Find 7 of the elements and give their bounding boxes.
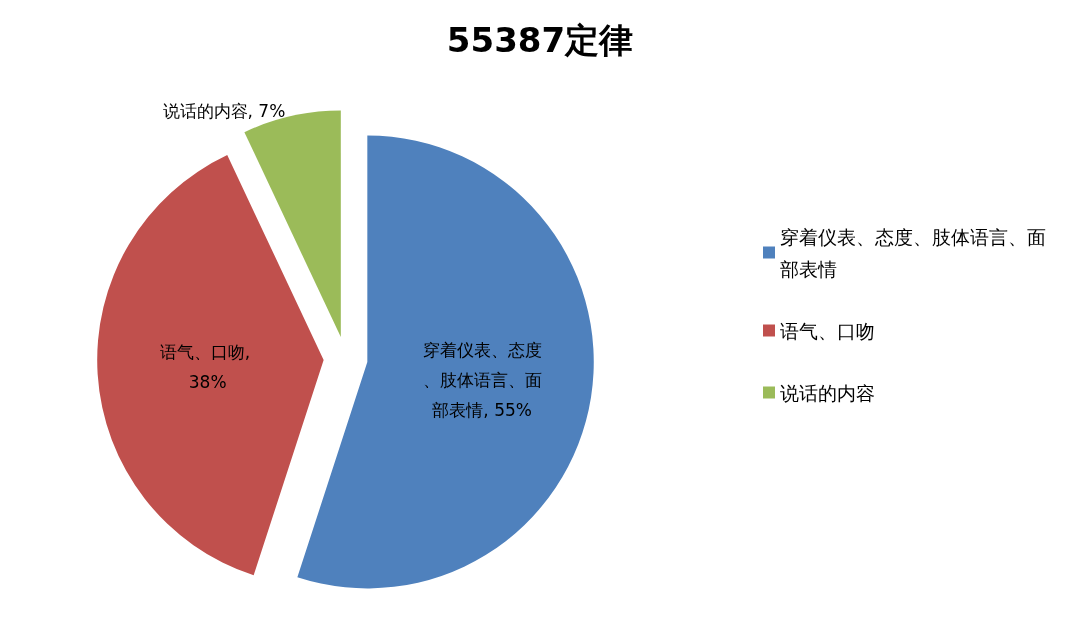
- chart-title: 55387定律: [446, 20, 634, 60]
- legend-label: 穿着仪表、态度、肢体语言、面部表情: [780, 225, 1046, 280]
- legend-label: 说话的内容: [780, 381, 875, 404]
- data-label: 语气、口吻, 38%: [159, 342, 256, 393]
- data-label: 穿着仪表、态度、肢体语言、面部表情, 55%: [422, 340, 542, 421]
- legend-label: 语气、口吻: [780, 319, 875, 342]
- data-label: 说话的内容, 7%: [162, 101, 286, 122]
